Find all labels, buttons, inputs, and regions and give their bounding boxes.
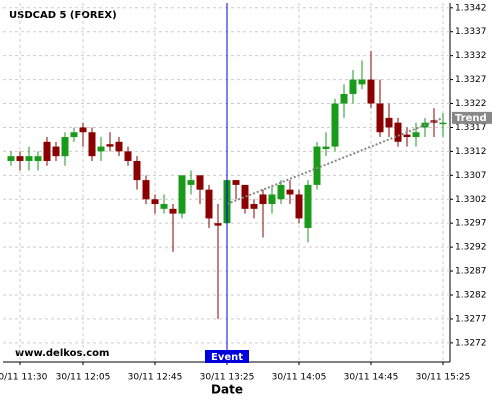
x-tick-label: 30/11 12:05 <box>56 373 111 383</box>
candle-body <box>178 175 186 214</box>
candle-body <box>304 184 312 228</box>
candle-body <box>106 144 114 147</box>
candle-body <box>16 156 24 161</box>
candle-body <box>214 223 222 226</box>
candle-body <box>169 208 177 214</box>
y-tick-label: 1.3317 <box>455 123 487 133</box>
candle-body <box>151 199 159 205</box>
candle-body <box>286 189 294 195</box>
candle-body <box>340 93 348 104</box>
candle-body <box>403 134 411 138</box>
y-tick-label: 1.3322 <box>455 99 487 109</box>
candle-body <box>394 122 402 142</box>
candle-body <box>376 103 384 133</box>
candle-body <box>358 79 366 85</box>
candle-body <box>385 117 393 128</box>
candle-body <box>412 132 420 138</box>
candle-body <box>43 141 51 161</box>
y-tick-label: 1.3342 <box>455 3 487 13</box>
candle-body <box>187 180 195 185</box>
candle-body <box>79 127 87 133</box>
y-tick-label: 1.3312 <box>455 147 487 157</box>
y-tick-label: 1.3307 <box>455 171 487 181</box>
candle-body <box>61 137 69 157</box>
y-tick-label: 1.3272 <box>455 338 487 348</box>
candle-body <box>7 156 15 161</box>
x-tick-label: 30/11 15:25 <box>416 373 471 383</box>
candle-body <box>322 146 330 149</box>
y-tick-label: 1.3302 <box>455 195 487 205</box>
candle-body <box>439 122 447 125</box>
trend-label-box <box>452 111 492 124</box>
candle-body <box>313 146 321 185</box>
x-axis-label: Date <box>211 383 243 397</box>
candle-body <box>88 132 96 157</box>
candle-body <box>259 194 267 205</box>
watermark: www.delkos.com <box>15 348 109 359</box>
x-tick-label: 30/11 13:25 <box>200 373 255 383</box>
candle-body <box>160 204 168 209</box>
candle-body <box>196 175 204 190</box>
chart-title: USDCAD 5 (FOREX) <box>9 10 117 21</box>
event-label-box <box>205 350 249 363</box>
candle-body <box>34 156 42 161</box>
y-tick-label: 1.3292 <box>455 243 487 253</box>
candle-body <box>142 180 150 200</box>
candle-body <box>331 103 339 147</box>
x-tick-label: 30/11 12:45 <box>128 373 183 383</box>
candle-body <box>250 204 258 209</box>
candle-body <box>70 132 78 138</box>
candle-body <box>349 79 357 94</box>
candle-body <box>205 189 213 219</box>
y-tick-label: 1.3332 <box>455 51 487 61</box>
candle-body <box>97 146 105 152</box>
x-tick-label: 30/11 14:45 <box>344 373 399 383</box>
candle-body <box>115 141 123 152</box>
y-tick-label: 1.3297 <box>455 219 487 229</box>
candle-body <box>268 194 276 205</box>
y-tick-label: 1.3337 <box>455 27 487 37</box>
candle-body <box>52 146 60 157</box>
event-label: Event <box>211 352 243 363</box>
candle-body <box>133 160 141 181</box>
trend-label: Trend <box>455 113 487 124</box>
candle-body <box>241 184 249 209</box>
x-tick-label: 30/11 11:30 <box>0 373 48 383</box>
candle-body <box>232 180 240 185</box>
y-tick-label: 1.3277 <box>455 314 487 324</box>
candle-body <box>295 194 303 219</box>
candle-body <box>430 120 438 123</box>
candle-body <box>124 151 132 161</box>
x-tick-label: 30/11 14:05 <box>272 373 327 383</box>
candle-body <box>367 79 375 104</box>
candle-body <box>277 184 285 200</box>
candle-body <box>25 156 33 161</box>
y-tick-label: 1.3282 <box>455 290 487 300</box>
y-tick-label: 1.3327 <box>455 75 487 85</box>
y-tick-label: 1.3287 <box>455 267 487 277</box>
trend-line <box>226 116 444 205</box>
